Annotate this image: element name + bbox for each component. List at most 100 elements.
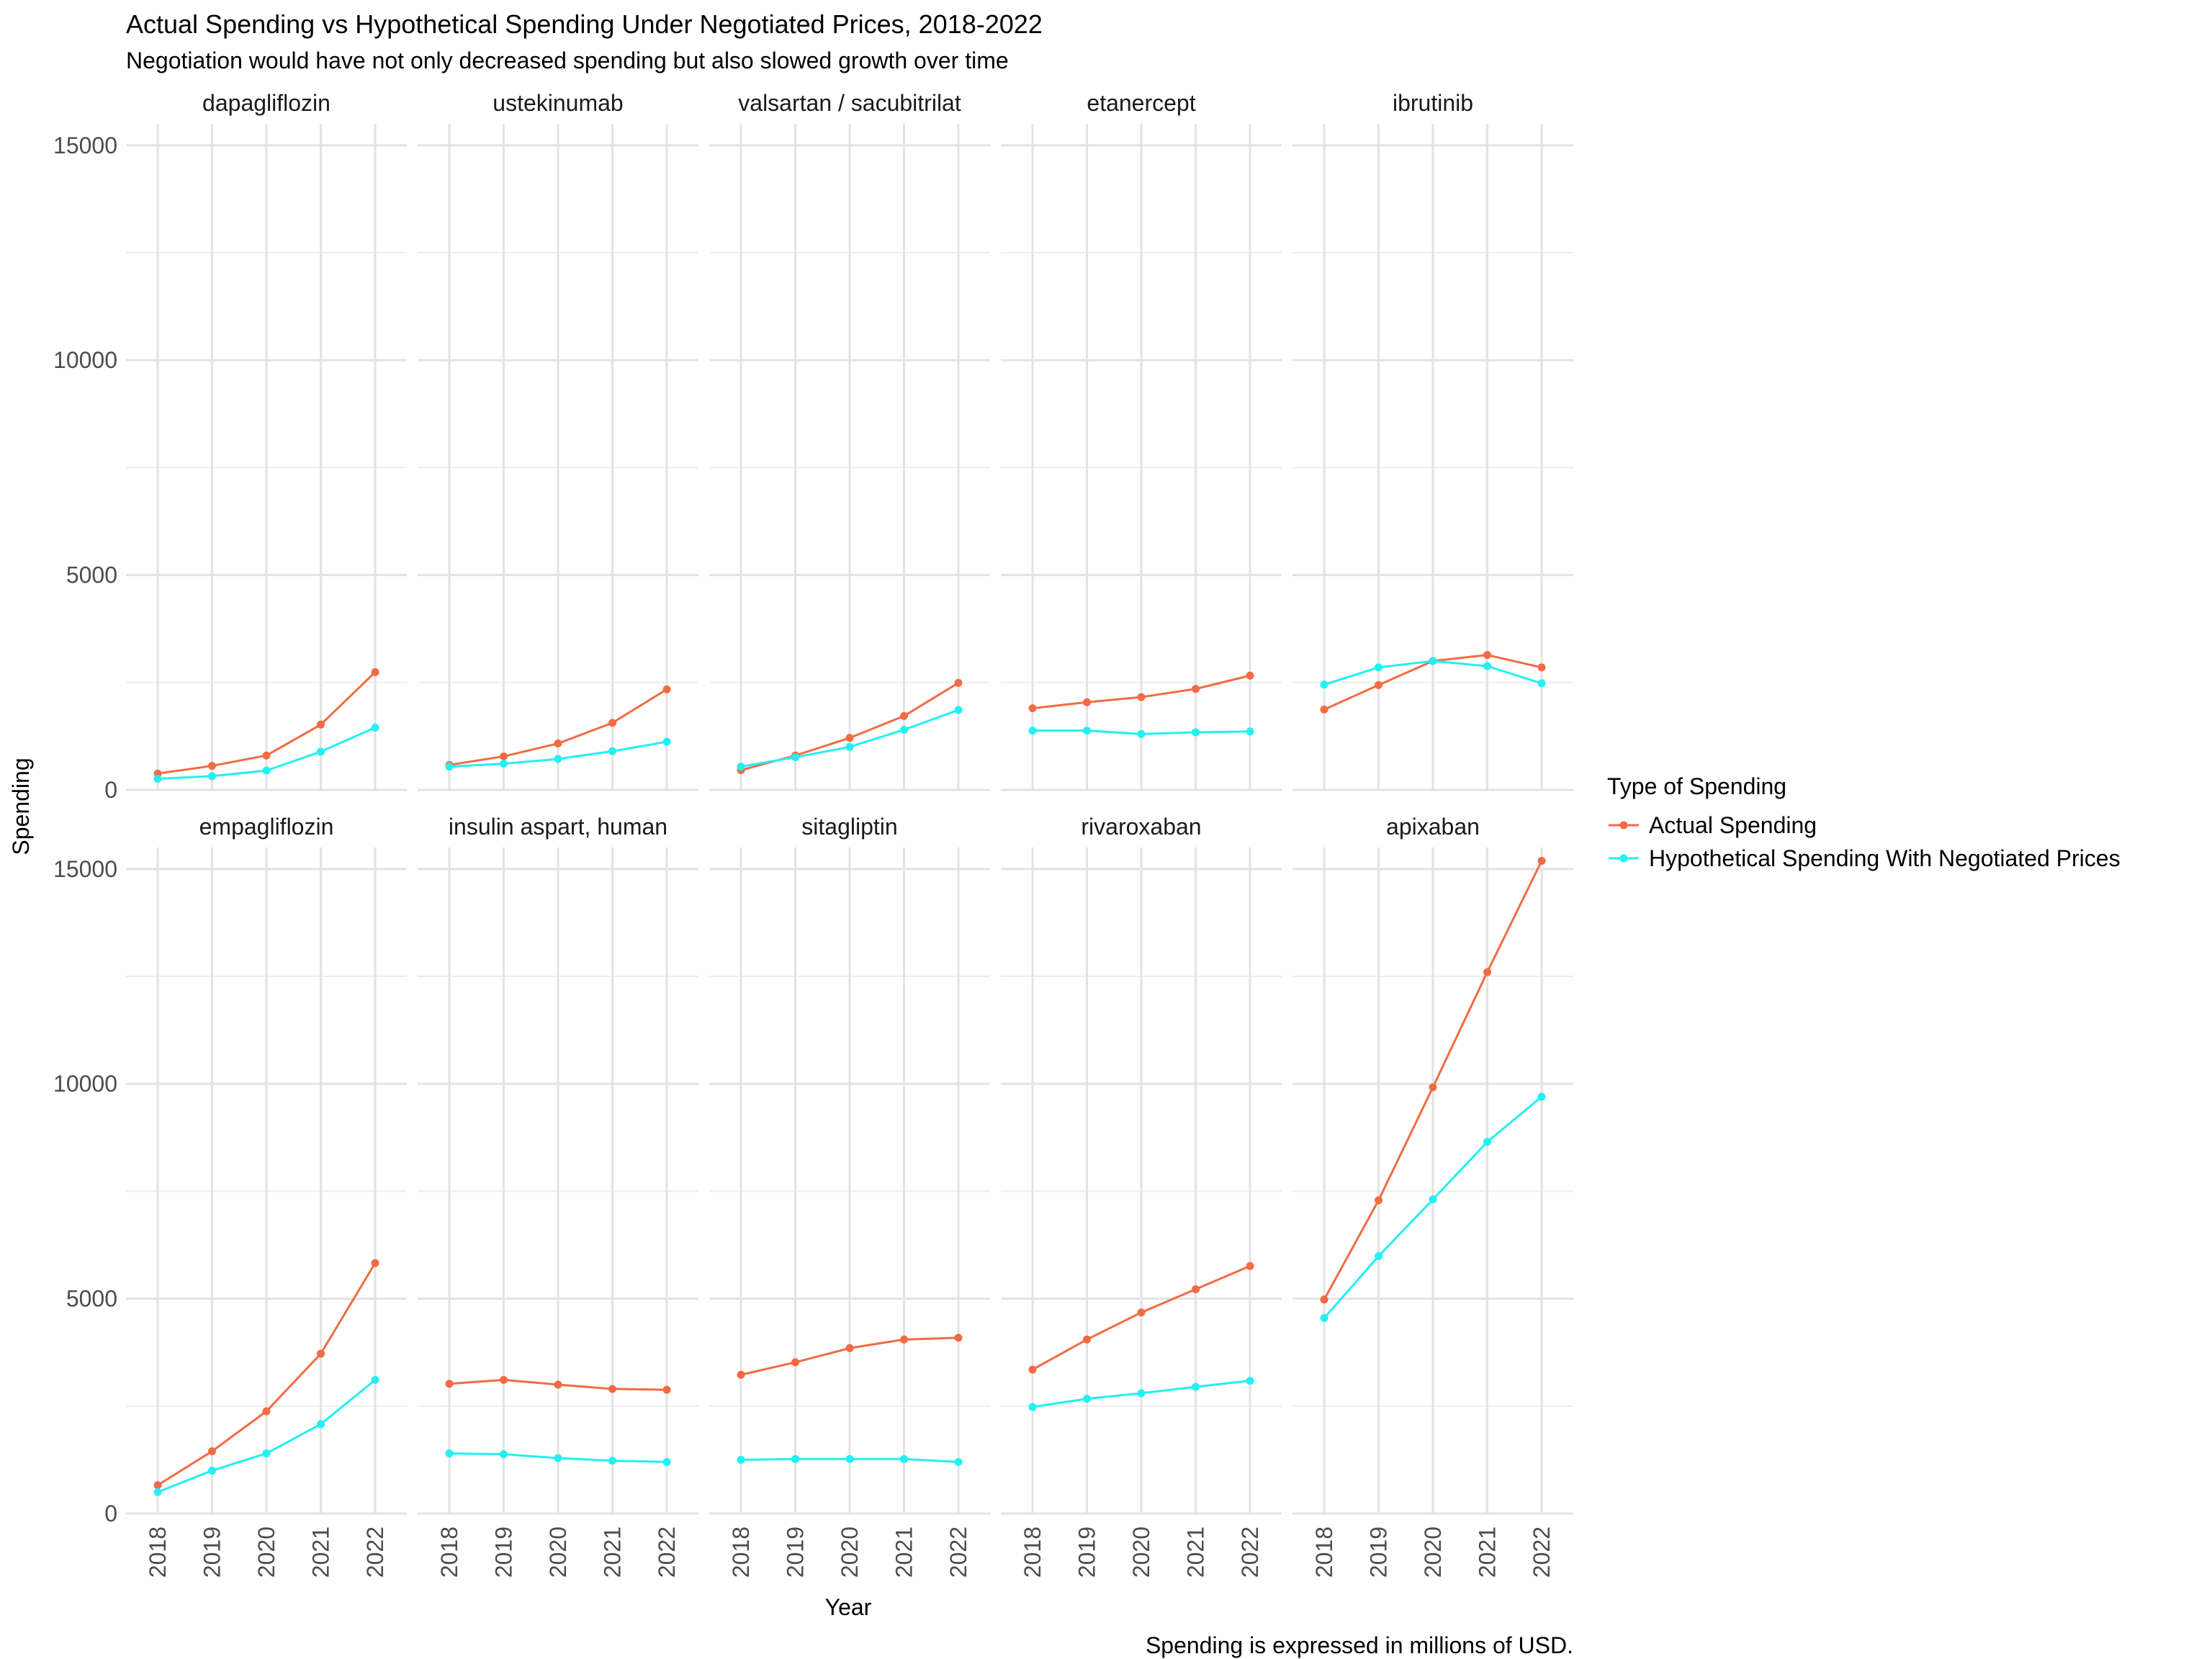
- data-point-hypothetical: [371, 723, 379, 732]
- data-point-hypothetical: [900, 725, 908, 734]
- y-axis-label: Spending: [8, 757, 34, 855]
- data-point-actual: [500, 1375, 508, 1384]
- data-point-hypothetical: [1483, 662, 1491, 670]
- data-point-hypothetical: [1246, 1377, 1254, 1385]
- data-point-hypothetical: [1083, 727, 1091, 735]
- x-axis-label: Year: [825, 1594, 872, 1620]
- data-point-hypothetical: [1537, 1092, 1546, 1101]
- x-tick-label: 2022: [945, 1527, 971, 1578]
- chart-caption: Spending is expressed in millions of USD…: [1146, 1632, 1573, 1658]
- data-point-actual: [900, 711, 908, 720]
- data-point-hypothetical: [1375, 1252, 1382, 1261]
- data-point-actual: [1375, 1196, 1382, 1205]
- data-point-hypothetical: [1483, 1138, 1491, 1146]
- data-point-actual: [1192, 685, 1200, 693]
- data-point-actual: [1192, 1285, 1200, 1293]
- data-point-hypothetical: [208, 1466, 216, 1475]
- facet-strip-label: sitagliptin: [801, 814, 897, 840]
- data-point-actual: [262, 751, 271, 760]
- data-point-actual: [662, 1385, 671, 1394]
- facet-strip-label: ibrutinib: [1393, 90, 1473, 116]
- legend-entry-label: Actual Spending: [1649, 812, 1817, 838]
- data-point-actual: [1028, 1365, 1037, 1374]
- data-point-actual: [371, 667, 379, 676]
- x-tick-label: 2020: [1128, 1527, 1154, 1578]
- data-point-hypothetical: [845, 742, 854, 751]
- data-point-actual: [208, 762, 216, 770]
- facet-panel-1: dapagliflozin 0 5000 10000 15000: [53, 90, 407, 803]
- data-point-actual: [1537, 857, 1546, 865]
- facet-strip-label: insulin aspart, human: [449, 814, 667, 840]
- y-tick-label: 0: [104, 777, 117, 803]
- facet-panel-5: ibrutinib: [1292, 90, 1573, 791]
- data-point-hypothetical: [262, 766, 271, 775]
- data-point-actual: [1137, 1308, 1146, 1317]
- data-point-actual: [1083, 698, 1091, 706]
- facet-panel-6: empagliflozin 0 5000 10000 15000 2018 2019 2020…: [53, 814, 407, 1578]
- x-tick-label: 2019: [199, 1527, 225, 1578]
- x-tick-label: 2018: [1020, 1527, 1046, 1578]
- x-tick-label: 2022: [362, 1527, 388, 1578]
- facet-strip-label: apixaban: [1386, 814, 1480, 840]
- data-point-hypothetical: [262, 1449, 271, 1457]
- y-tick-label: 5000: [66, 562, 117, 588]
- data-point-actual: [500, 752, 508, 760]
- y-tick-label: 15000: [53, 132, 117, 158]
- data-point-actual: [1137, 693, 1146, 701]
- data-point-hypothetical: [845, 1455, 854, 1463]
- data-point-hypothetical: [791, 753, 799, 762]
- data-point-hypothetical: [554, 755, 562, 763]
- y-tick-label: 0: [104, 1501, 117, 1527]
- x-tick-label: 2020: [837, 1527, 863, 1578]
- data-point-hypothetical: [500, 1450, 508, 1459]
- y-tick-label: 5000: [66, 1286, 117, 1312]
- chart-title: Actual Spending vs Hypothetical Spending…: [126, 9, 1043, 39]
- data-point-hypothetical: [1429, 657, 1437, 665]
- data-point-hypothetical: [662, 737, 671, 746]
- data-point-hypothetical: [662, 1457, 671, 1466]
- data-point-actual: [153, 1481, 162, 1490]
- data-point-hypothetical: [1320, 680, 1328, 689]
- data-point-hypothetical: [737, 763, 745, 771]
- legend: Type of Spending Actual Spending Hypothet…: [1607, 773, 2121, 871]
- x-tick-label: 2019: [1074, 1527, 1100, 1578]
- data-point-actual: [1483, 651, 1491, 660]
- facet-panel-9: rivaroxaban 2018 2019 2020 2021 2022: [1001, 814, 1282, 1578]
- data-point-actual: [1483, 968, 1491, 976]
- data-point-actual: [317, 1349, 325, 1358]
- data-point-hypothetical: [1137, 1389, 1146, 1398]
- data-point-actual: [791, 1358, 799, 1367]
- data-point-actual: [900, 1335, 908, 1344]
- data-point-hypothetical: [1137, 729, 1146, 738]
- data-point-hypothetical: [445, 763, 454, 771]
- data-point-hypothetical: [371, 1375, 379, 1384]
- data-point-actual: [208, 1447, 216, 1455]
- data-point-actual: [554, 739, 562, 748]
- data-point-actual: [662, 685, 671, 693]
- y-tick-label: 10000: [53, 1071, 117, 1097]
- legend-key-point: [1619, 854, 1628, 863]
- data-point-hypothetical: [608, 1457, 616, 1465]
- data-point-hypothetical: [1028, 727, 1037, 735]
- data-point-hypothetical: [1375, 663, 1382, 672]
- data-point-actual: [1429, 1083, 1437, 1092]
- legend-entry-label: Hypothetical Spending With Negotiated Pr…: [1649, 845, 2121, 871]
- data-point-hypothetical: [1320, 1313, 1328, 1322]
- data-point-actual: [954, 1334, 963, 1342]
- data-point-hypothetical: [1246, 727, 1254, 736]
- x-tick-label: 2021: [1475, 1527, 1501, 1578]
- facet-panel-3: valsartan / sacubitrilat: [709, 90, 990, 791]
- data-point-hypothetical: [1192, 1382, 1200, 1391]
- facet-panel-2: ustekinumab: [418, 90, 698, 791]
- data-point-actual: [954, 678, 963, 687]
- data-point-actual: [371, 1259, 379, 1267]
- data-point-actual: [737, 1370, 745, 1379]
- facet-strip-label: rivaroxaban: [1081, 814, 1201, 840]
- x-tick-label: 2020: [545, 1527, 571, 1578]
- chart-subtitle: Negotiation would have not only decrease…: [126, 48, 1009, 73]
- data-point-actual: [845, 1344, 854, 1352]
- x-tick-label: 2022: [1529, 1527, 1555, 1578]
- x-tick-label: 2021: [1183, 1527, 1209, 1578]
- legend-title: Type of Spending: [1607, 773, 1786, 799]
